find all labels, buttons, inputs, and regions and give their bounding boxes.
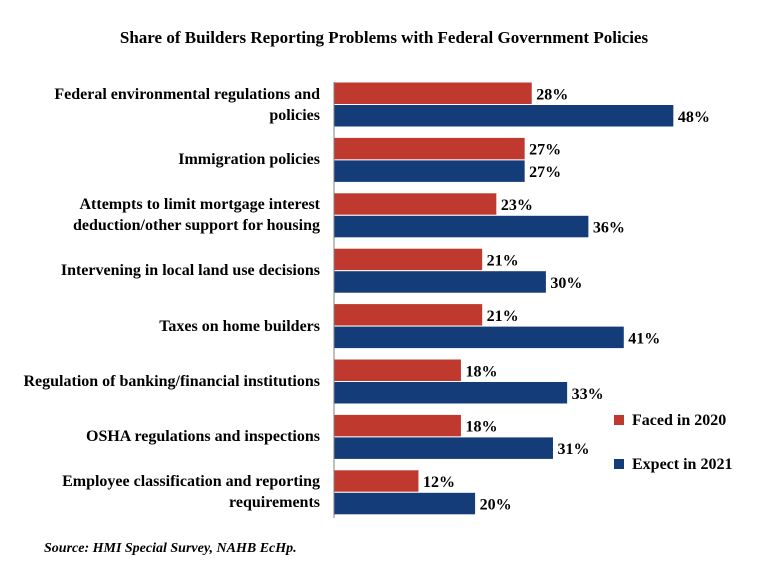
bar-expect-2021-4 bbox=[333, 325, 625, 350]
legend-label: Faced in 2020 bbox=[632, 412, 727, 429]
data-label: 18% bbox=[465, 419, 497, 436]
bar-faced-2020-4 bbox=[333, 303, 484, 327]
category-label: Taxes on home builders bbox=[159, 317, 320, 335]
bar-expect-2021-5 bbox=[333, 381, 569, 405]
bar-faced-2020-2 bbox=[333, 192, 498, 216]
category-label: Attempts to limit mortgage interest dedu… bbox=[72, 196, 320, 235]
legend-swatch-faced-2020 bbox=[614, 415, 624, 425]
data-label: 12% bbox=[423, 474, 455, 491]
bar-expect-2021-7 bbox=[333, 491, 477, 516]
data-label: 36% bbox=[593, 220, 625, 237]
bar-faced-2020-6 bbox=[333, 413, 462, 438]
data-label: 33% bbox=[572, 386, 604, 403]
bar-expect-2021-3 bbox=[333, 270, 547, 294]
data-label: 21% bbox=[487, 308, 519, 325]
source-note: Source: HMI Special Survey, NAHB EcHp. bbox=[44, 541, 297, 556]
data-label: 48% bbox=[678, 109, 710, 126]
data-label: 41% bbox=[628, 330, 660, 347]
bar-faced-2020-5 bbox=[333, 358, 462, 382]
data-label: 28% bbox=[536, 86, 568, 103]
bar-faced-2020-0 bbox=[333, 81, 533, 105]
category-label: Intervening in local land use decisions bbox=[60, 262, 320, 280]
legend-swatch-expect-2021 bbox=[614, 459, 624, 469]
bar-expect-2021-0 bbox=[333, 104, 675, 128]
category-label: Employee classification and reporting re… bbox=[62, 473, 320, 512]
bar-faced-2020-7 bbox=[333, 469, 420, 493]
category-label: Regulation of banking/financial institut… bbox=[23, 373, 320, 390]
category-label: OSHA regulations and inspections bbox=[86, 428, 320, 446]
category-label: Immigration policies bbox=[178, 151, 320, 169]
bar-faced-2020-1 bbox=[333, 136, 526, 161]
data-label: 21% bbox=[487, 252, 519, 269]
bar-faced-2020-3 bbox=[333, 247, 484, 272]
bar-expect-2021-6 bbox=[333, 436, 554, 460]
data-label: 31% bbox=[557, 441, 589, 458]
bar-expect-2021-2 bbox=[333, 214, 590, 239]
data-label: 27% bbox=[529, 164, 561, 181]
data-label: 20% bbox=[480, 497, 512, 514]
data-label: 30% bbox=[550, 275, 582, 292]
data-label: 23% bbox=[501, 197, 533, 214]
category-label: Federal environmental regulations and po… bbox=[54, 85, 320, 124]
data-label: 18% bbox=[465, 363, 497, 380]
chart-title: Share of Builders Reporting Problems wit… bbox=[119, 28, 649, 47]
data-label: 27% bbox=[529, 142, 561, 159]
legend-label: Expect in 2021 bbox=[632, 456, 733, 473]
bar-expect-2021-1 bbox=[333, 159, 526, 183]
